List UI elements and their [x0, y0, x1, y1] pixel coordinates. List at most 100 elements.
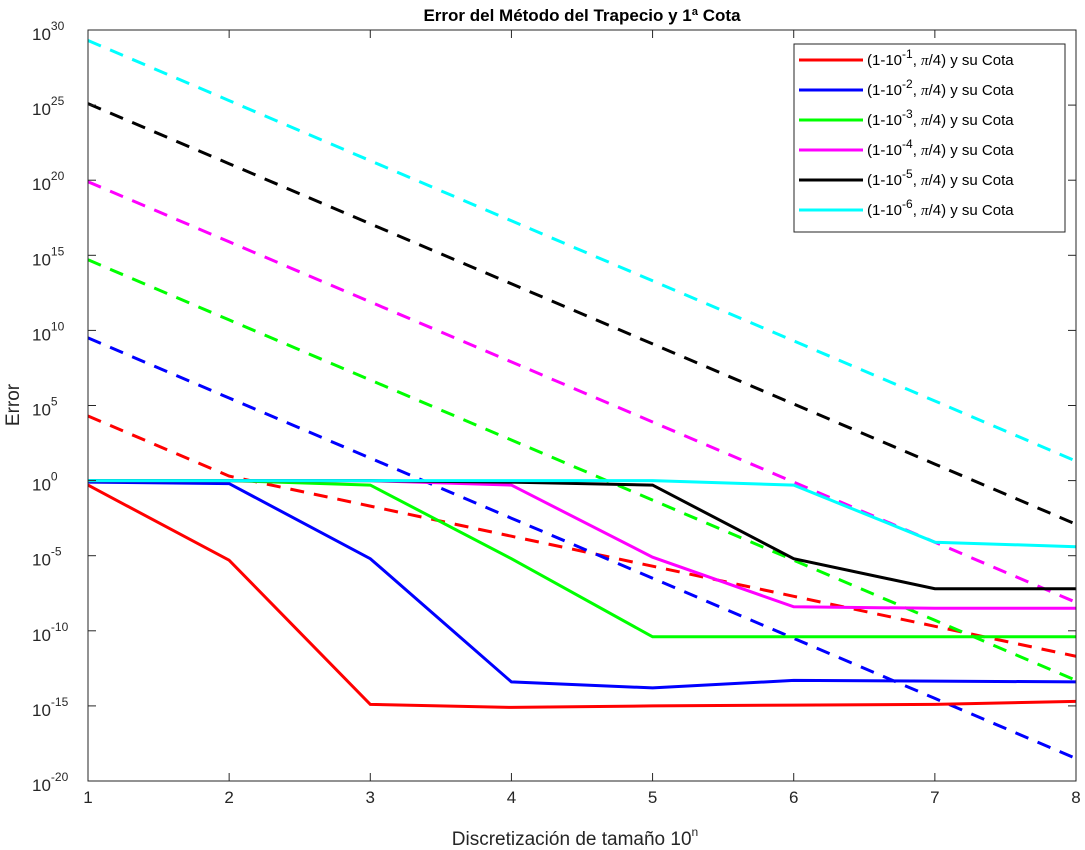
y-tick-label: 105 — [32, 395, 58, 420]
error-line-series-6 — [88, 479, 1076, 549]
legend-label-pi: π — [921, 173, 929, 189]
y-tick-base: 10 — [32, 25, 51, 44]
y-tick-exponent: 20 — [51, 169, 65, 183]
x-tick-label: 7 — [930, 788, 939, 807]
legend-entries: (1-10-1, π/4) y su Cota(1-10-2, π/4) y s… — [799, 47, 1014, 219]
legend-label-sup: -4 — [902, 137, 913, 151]
error-line-series-2 — [88, 480, 1076, 690]
y-tick-exponent: 25 — [51, 94, 65, 108]
y-tick-exponent: 15 — [51, 244, 65, 258]
legend-label-post: /4) y su Cota — [929, 82, 1015, 99]
y-tick-base: 10 — [32, 100, 51, 119]
y-tick-base: 10 — [32, 551, 51, 570]
legend-label-post: /4) y su Cota — [929, 202, 1015, 219]
bound-line-series-2 — [88, 336, 1076, 760]
legend-label-pi: π — [921, 53, 929, 69]
x-tick-label: 3 — [366, 788, 375, 807]
legend-label-mid: , — [913, 52, 921, 69]
legend-label-pi: π — [921, 143, 929, 159]
y-tick-base: 10 — [32, 175, 51, 194]
legend-label-post: /4) y su Cota — [929, 142, 1015, 159]
legend-label: (1-10-4, π/4) y su Cota — [867, 137, 1014, 159]
y-tick-base: 10 — [32, 626, 51, 645]
y-tick-exponent: 5 — [51, 395, 58, 409]
legend-label-sup: -3 — [902, 107, 913, 121]
bound-line-series-3 — [88, 258, 1076, 682]
legend-entry: (1-10-1, π/4) y su Cota — [799, 47, 1014, 69]
y-tick-exponent: -20 — [51, 770, 69, 784]
legend-label-sup: -6 — [902, 197, 913, 211]
x-tick-label: 4 — [507, 788, 516, 807]
legend-label-pi: π — [921, 203, 929, 219]
x-tick-label: 6 — [789, 788, 798, 807]
y-tick-base: 10 — [32, 701, 51, 720]
y-tick-label: 100 — [32, 470, 58, 495]
bound-line-series-6 — [88, 39, 1076, 463]
y-tick-exponent: -15 — [51, 695, 69, 709]
y-tick-label: 10-10 — [32, 620, 69, 645]
legend: (1-10-1, π/4) y su Cota(1-10-2, π/4) y s… — [793, 43, 1066, 233]
x-axis-ticks: 1 2 3 4 5 6 7 8 — [83, 30, 1081, 807]
legend-label: (1-10-2, π/4) y su Cota — [867, 77, 1014, 99]
x-tick-label: 1 — [83, 788, 92, 807]
legend-label: (1-10-6, π/4) y su Cota — [867, 197, 1014, 219]
y-tick-label: 10-20 — [32, 770, 69, 795]
legend-label-post: /4) y su Cota — [929, 52, 1015, 69]
legend-entry: (1-10-6, π/4) y su Cota — [799, 197, 1014, 219]
legend-label-sup: -1 — [902, 47, 913, 61]
y-axis-label: Error — [3, 383, 24, 426]
legend-entry: (1-10-4, π/4) y su Cota — [799, 137, 1014, 159]
legend-label-pre: (1-10 — [867, 142, 902, 159]
legend-label-mid: , — [913, 142, 921, 159]
y-tick-base: 10 — [32, 325, 51, 344]
y-tick-exponent: 0 — [51, 470, 58, 484]
y-tick-label: 1025 — [32, 94, 65, 119]
legend-label-pre: (1-10 — [867, 112, 902, 129]
legend-label-mid: , — [913, 82, 921, 99]
y-tick-label: 10-15 — [32, 695, 69, 720]
y-tick-exponent: 10 — [51, 319, 65, 333]
x-tick-label: 8 — [1071, 788, 1080, 807]
y-tick-label: 1015 — [32, 244, 65, 269]
legend-label-mid: , — [913, 112, 921, 129]
legend-label-pi: π — [921, 83, 929, 99]
legend-entry: (1-10-3, π/4) y su Cota — [799, 107, 1014, 129]
y-tick-exponent: -5 — [51, 545, 62, 559]
legend-box — [793, 43, 1066, 233]
legend-label-pi: π — [921, 113, 929, 129]
legend-label-sup: -5 — [902, 167, 913, 181]
y-tick-label: 1030 — [32, 19, 65, 44]
y-tick-exponent: 30 — [51, 19, 65, 33]
y-tick-base: 10 — [32, 250, 51, 269]
x-axis-label-sup: n — [692, 825, 699, 839]
legend-label: (1-10-3, π/4) y su Cota — [867, 107, 1014, 129]
y-tick-exponent: -10 — [51, 620, 69, 634]
legend-label: (1-10-1, π/4) y su Cota — [867, 47, 1014, 69]
y-tick-base: 10 — [32, 776, 51, 795]
legend-label-post: /4) y su Cota — [929, 172, 1015, 189]
bound-line-series-5 — [88, 102, 1076, 526]
x-tick-label: 5 — [648, 788, 657, 807]
y-tick-label: 1010 — [32, 319, 65, 344]
x-tick-label: 2 — [224, 788, 233, 807]
legend-label-pre: (1-10 — [867, 82, 902, 99]
legend-label-mid: , — [913, 172, 921, 189]
error-line-series-1 — [88, 483, 1076, 709]
legend-label-sup: -2 — [902, 77, 913, 91]
y-tick-base: 10 — [32, 401, 51, 420]
legend-entry: (1-10-2, π/4) y su Cota — [799, 77, 1014, 99]
y-tick-label: 1020 — [32, 169, 65, 194]
y-tick-label: 10-5 — [32, 545, 62, 570]
y-tick-base: 10 — [32, 476, 51, 495]
y-axis-ticks: 10-2010-1510-1010-5100105101010151020102… — [32, 19, 1076, 795]
chart-title: Error del Método del Trapecio y 1ª Cota — [423, 6, 741, 25]
legend-entry: (1-10-5, π/4) y su Cota — [799, 167, 1014, 189]
legend-label-pre: (1-10 — [867, 172, 902, 189]
series-layer — [88, 39, 1076, 760]
legend-label: (1-10-5, π/4) y su Cota — [867, 167, 1014, 189]
legend-label-mid: , — [913, 202, 921, 219]
legend-label-pre: (1-10 — [867, 202, 902, 219]
legend-label-pre: (1-10 — [867, 52, 902, 69]
x-axis-label: Discretización de tamaño 10n — [452, 825, 698, 850]
